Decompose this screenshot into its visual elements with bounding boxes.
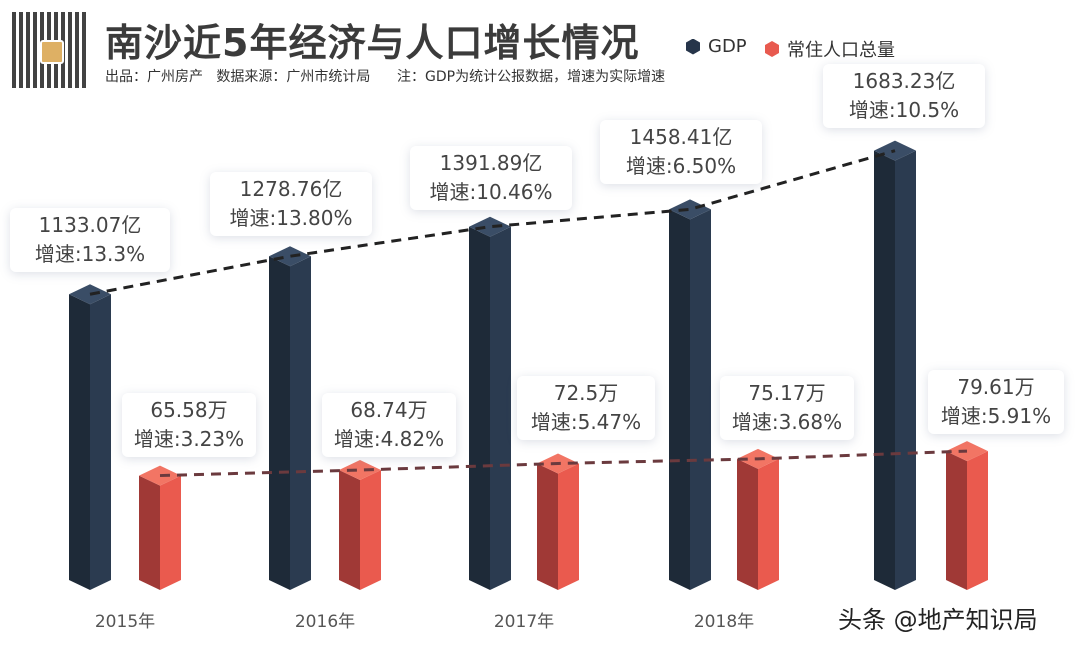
data-label-gdp: 1458.41亿 增速:6.50% — [600, 120, 762, 184]
value-label: 79.61万 — [957, 375, 1035, 399]
bar-gdp-left-face — [69, 294, 90, 590]
x-tick-label: 2017年 — [493, 612, 555, 632]
bar-gdp-right-face — [895, 150, 916, 590]
data-label-population: 72.5万增速:5.47% — [517, 376, 655, 440]
data-label-population: 75.17万 增速:3.68% — [720, 376, 854, 440]
trend-line-population — [159, 449, 968, 478]
growth-label: 增速:5.47% — [530, 410, 642, 434]
value-label: 65.58万 — [150, 398, 228, 422]
bar-gdp-left-face — [469, 226, 490, 590]
bar-population-left-face — [737, 458, 758, 590]
growth-label: 增速:4.82% — [333, 427, 445, 451]
chart-title: 南沙近5年经济与人口增长情况 — [105, 21, 640, 65]
bar-gdp-right-face — [490, 226, 511, 590]
value-label: 1133.07亿 — [38, 213, 142, 237]
bar-gdp-right-face — [290, 256, 311, 590]
bar-population-right-face — [967, 451, 988, 590]
growth-label: 增速:13.80% — [229, 206, 353, 230]
bar-population-left-face — [946, 451, 967, 590]
bar-gdp-left-face — [874, 150, 895, 590]
growth-label: 增速:5.91% — [940, 404, 1052, 428]
growth-label: 增速:6.50% — [625, 154, 737, 178]
bar-population-right-face — [160, 475, 181, 590]
value-label: 1391.89亿 — [439, 151, 543, 175]
chart-subtitle: 出品：广州房产 数据来源：广州市统计局 注：GDP为统计公报数据，增速为实际增速 — [105, 69, 666, 85]
bar-population-left-face — [139, 475, 160, 590]
value-label: 1683.23亿 — [852, 69, 956, 93]
legend-population-swatch — [765, 41, 779, 57]
bar-gdp-top — [669, 199, 711, 220]
bar-population-left-face — [537, 463, 558, 590]
data-label-population: 68.74万 增速:4.82% — [322, 393, 456, 457]
data-label-gdp: 1278.76亿 增速:13.80% — [210, 172, 372, 236]
legend-gdp: GDP — [686, 36, 747, 57]
bar-gdp-right-face — [690, 209, 711, 591]
growth-label: 增速:10.46% — [429, 180, 553, 204]
bar-gdp-left-face — [669, 209, 690, 591]
data-label-gdp: 1391.89亿 增速:10.46% — [410, 146, 572, 210]
growth-label: 增速:10.5% — [848, 98, 960, 122]
value-label: 72.5万 — [553, 381, 619, 405]
data-label-gdp: 1133.07亿 增速:13.3% — [10, 208, 170, 272]
legend-gdp-swatch — [686, 38, 700, 55]
growth-label: 增速:3.68% — [731, 410, 843, 434]
bar-gdp-left-face — [269, 256, 290, 590]
x-tick-label: 2016年 — [294, 612, 356, 632]
bar-population-left-face — [339, 470, 360, 590]
value-label: 1458.41亿 — [629, 125, 733, 149]
legend-gdp-label: GDP — [708, 36, 747, 57]
value-label: 68.74万 — [350, 398, 428, 422]
x-tick-label: 2018年 — [693, 612, 755, 632]
qr-avatar — [40, 40, 64, 64]
bar-population-top — [339, 460, 381, 481]
bar-gdp-right-face — [90, 294, 111, 590]
qr-code — [12, 12, 88, 88]
value-label: 1278.76亿 — [239, 177, 343, 201]
data-label-population: 79.61万 增速:5.91% — [928, 370, 1064, 434]
x-tick-label: 2015年 — [94, 612, 156, 632]
credit-text: 头条 @地产知识局 — [838, 606, 1038, 634]
bar-gdp-top — [469, 216, 511, 237]
legend-population: 常住人口总量 — [765, 36, 895, 62]
data-label-population: 65.58万 增速:3.23% — [122, 393, 256, 457]
bar-population-right-face — [360, 470, 381, 590]
bar-gdp-top — [269, 246, 311, 267]
growth-label: 增速:13.3% — [34, 242, 146, 266]
bar-population-right-face — [758, 458, 779, 590]
legend-population-label: 常住人口总量 — [787, 40, 895, 61]
growth-label: 增速:3.23% — [133, 427, 245, 451]
value-label: 75.17万 — [748, 381, 826, 405]
data-label-gdp: 1683.23亿 增速:10.5% — [823, 64, 985, 128]
bar-population-right-face — [558, 463, 579, 590]
